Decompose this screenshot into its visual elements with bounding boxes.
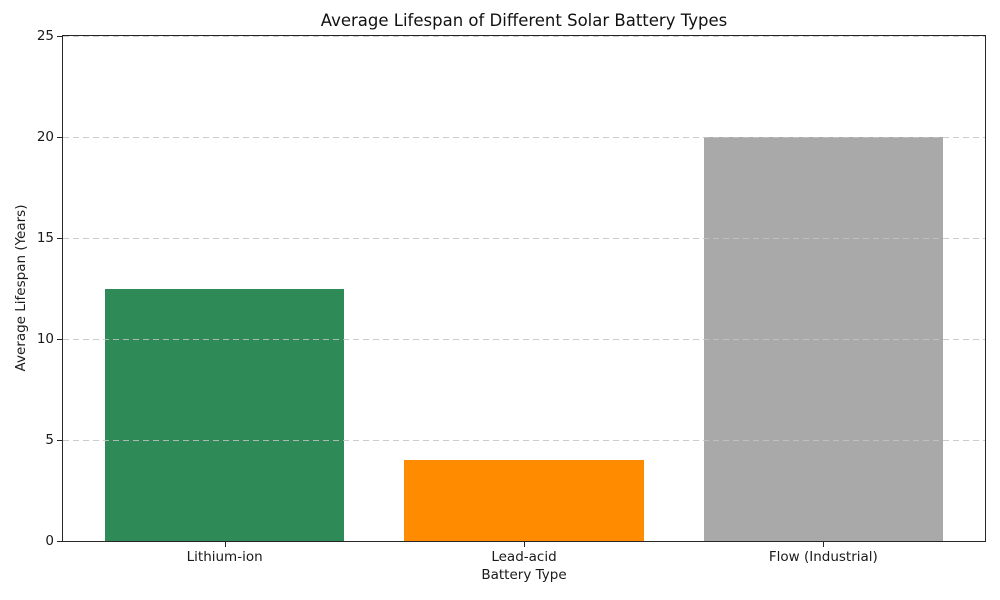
bars-layer	[63, 36, 985, 541]
bar-flow-industrial	[703, 137, 944, 541]
x-axis-label: Battery Type	[481, 567, 567, 583]
x-tick-label: Flow (Industrial)	[768, 549, 878, 565]
bar-lead-acid	[404, 460, 644, 541]
x-tick-label: Lithium-ion	[186, 549, 263, 565]
x-tick-mark	[524, 542, 525, 547]
y-tick-label: 25	[36, 28, 54, 44]
y-tick-label: 0	[45, 533, 54, 549]
y-tick-label: 20	[36, 129, 54, 145]
y-axis-label: Average Lifespan (Years)	[13, 204, 29, 372]
x-tick-mark	[823, 542, 825, 547]
x-tick-mark	[224, 542, 226, 547]
chart-title: Average Lifespan of Different Solar Batt…	[320, 11, 728, 30]
x-tick-label: Lead-acid	[491, 549, 557, 565]
plot-area	[62, 35, 986, 542]
y-tick-label: 5	[45, 432, 54, 448]
bar-lithium-ion	[104, 288, 345, 541]
